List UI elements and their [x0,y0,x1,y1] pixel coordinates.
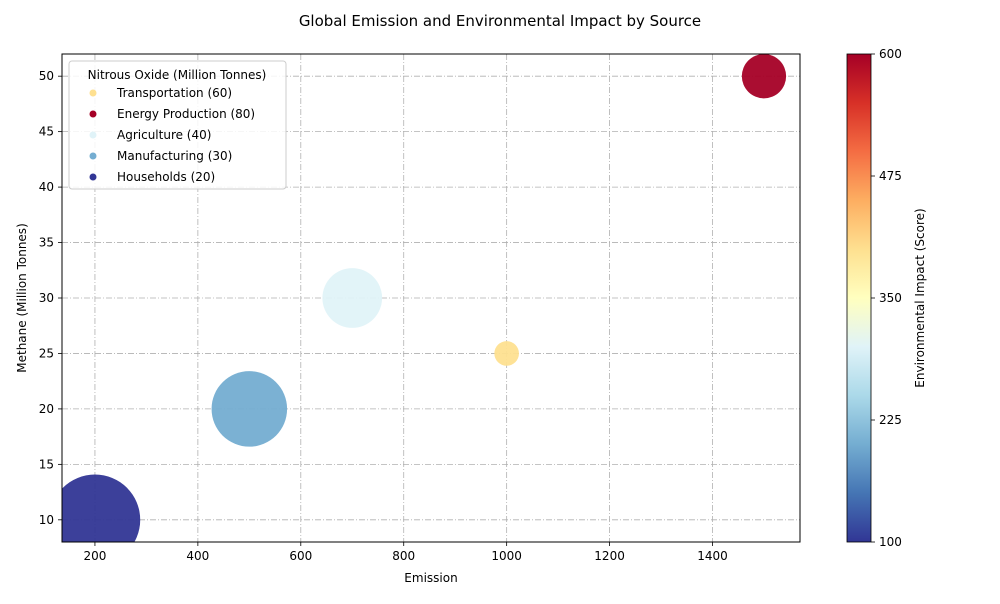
y-axis-ticks: 10 15 20 25 30 35 40 45 50 [39,69,62,527]
x-tick-label-4: 1000 [491,549,522,563]
colorbar-tick-label-2: 350 [879,291,902,305]
x-tick-label-6: 1400 [697,549,728,563]
legend-marker-3 [90,153,97,160]
colorbar-label: Environmental Impact (Score) [913,208,927,387]
x-tick-label-0: 200 [83,549,106,563]
bubble-energy-production [742,54,786,98]
legend-label-1: Energy Production (80) [117,107,255,121]
y-tick-label-7: 45 [39,125,54,139]
legend-marker-4 [90,174,97,181]
x-tick-label-3: 800 [392,549,415,563]
bubble-transportation [494,341,519,366]
legend-label-0: Transportation (60) [116,86,232,100]
y-axis-label: Methane (Million Tonnes) [15,223,29,373]
colorbar-ticks: 100 225 350 475 600 [871,47,902,549]
colorbar-tick-label-0: 100 [879,535,902,549]
x-tick-label-2: 600 [289,549,312,563]
bubble-agriculture [322,268,382,328]
legend-label-3: Manufacturing (30) [117,149,232,163]
chart-title: Global Emission and Environmental Impact… [299,12,701,30]
legend-marker-1 [90,111,97,118]
x-axis-label: Emission [404,571,457,585]
legend-label-2: Agriculture (40) [117,128,211,142]
y-tick-label-5: 35 [39,236,54,250]
legend-marker-0 [90,90,97,97]
colorbar-tick-label-1: 225 [879,413,902,427]
x-axis-ticks: 200 400 600 800 1000 1200 1400 [83,542,727,563]
legend-marker-2 [90,132,97,139]
legend-label-4: Households (20) [117,170,215,184]
y-tick-label-3: 25 [39,346,54,360]
x-tick-label-5: 1200 [594,549,625,563]
y-tick-label-1: 15 [39,457,54,471]
x-tick-label-1: 400 [186,549,209,563]
y-tick-label-2: 20 [39,402,54,416]
legend: Nitrous Oxide (Million Tonnes) Transport… [69,61,286,189]
legend-title: Nitrous Oxide (Million Tonnes) [88,68,267,82]
colorbar-tick-label-3: 475 [879,169,902,183]
y-tick-label-0: 10 [39,513,54,527]
y-tick-label-6: 40 [39,180,54,194]
bubble-manufacturing [212,371,288,447]
y-tick-label-4: 30 [39,291,54,305]
colorbar [847,54,871,542]
colorbar-tick-label-4: 600 [879,47,902,61]
y-tick-label-8: 50 [39,69,54,83]
